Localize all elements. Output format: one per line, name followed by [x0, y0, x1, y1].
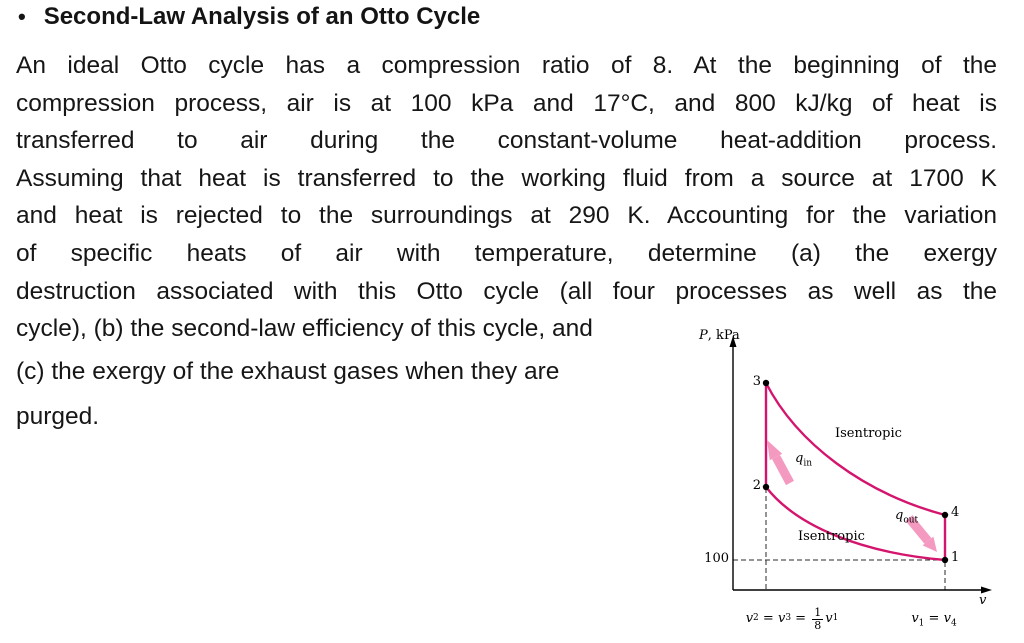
- point-4-label: 4: [951, 505, 960, 520]
- y-axis-label: P, kPa: [699, 328, 740, 343]
- otto-cycle-pv-diagram: P, kPa v 100 3 2 4 1 Isentropic Isentrop…: [685, 325, 1024, 643]
- body-line: transferred to air during the constant-v…: [16, 127, 997, 155]
- x-axis-arrow-icon: [981, 586, 992, 594]
- body-line: Assuming that heat is transferred to the…: [16, 164, 997, 192]
- pressure-tick-label: 100: [704, 551, 729, 566]
- body-line: cycle), (b) the second-law efficiency of…: [16, 315, 593, 343]
- q-in-arrow-icon: [772, 454, 794, 486]
- x-tick-label-v1v4: v1 = v4: [911, 611, 957, 629]
- isentropic-expansion-curve-3-4: [764, 382, 946, 517]
- body-line: An ideal Otto cycle has a compression ra…: [16, 52, 997, 79]
- section-title: • Second-Law Analysis of an Otto Cycle: [18, 3, 480, 31]
- point-3-label: 3: [752, 374, 761, 389]
- body-line: compression process, air is at 100 kPa a…: [16, 89, 997, 117]
- section-title-text: Second-Law Analysis of an Otto Cycle: [43, 3, 481, 30]
- q-out-label: qout: [895, 508, 919, 526]
- state-point-4: [941, 511, 949, 519]
- body-line: destruction associated with this Otto cy…: [16, 277, 997, 305]
- problem-statement-wrap: (c) the exergy of the exhaust gases when…: [16, 349, 692, 439]
- problem-statement: An ideal Otto cycle has a compression ra…: [16, 47, 997, 348]
- q-out-arrow-icon: [905, 515, 932, 544]
- bullet-marker: •: [18, 4, 26, 29]
- point-2-label: 2: [752, 478, 761, 493]
- state-point-2: [762, 483, 770, 491]
- q-in-arrowhead-icon: [767, 440, 783, 461]
- x-axis-label: v: [979, 593, 987, 608]
- body-line: (c) the exergy of the exhaust gases when…: [16, 358, 560, 385]
- pv-diagram-canvas: [729, 336, 992, 594]
- point-1-label: 1: [951, 550, 960, 565]
- isentropic-label-bottom: Isentropic: [798, 529, 865, 544]
- body-line: and heat is rejected to the surroundings…: [16, 202, 997, 230]
- y-axis-arrow-icon: [729, 336, 737, 347]
- body-line: purged.: [16, 403, 100, 430]
- state-point-3: [762, 379, 770, 387]
- q-out-arrowhead-icon: [922, 536, 937, 552]
- isentropic-label-top: Isentropic: [835, 426, 902, 441]
- state-point-1: [941, 556, 949, 564]
- isentropic-compression-curve-2-1: [765, 486, 946, 562]
- q-in-label: qin: [795, 451, 813, 469]
- body-line: of specific heats of air with temperatur…: [16, 239, 997, 267]
